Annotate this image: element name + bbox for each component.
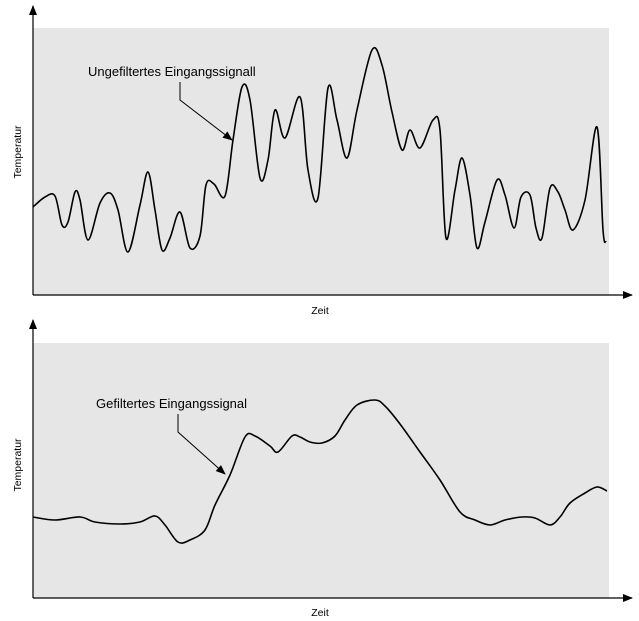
- panel-bg: [33, 343, 609, 598]
- y-label: Temperatur: [12, 438, 24, 492]
- annotation: Gefiltertes Eingangssignal: [96, 396, 247, 411]
- leader: [179, 82, 233, 141]
- y-label: Temperatur: [12, 125, 24, 179]
- unfiltered-curve: [32, 46, 607, 253]
- x-label: Zeit: [311, 607, 329, 619]
- filtered-curve: [32, 399, 608, 544]
- annotation: Ungefiltertes Eingangssignall: [88, 64, 256, 79]
- leader: [177, 414, 226, 475]
- x-label: Zeit: [311, 305, 329, 317]
